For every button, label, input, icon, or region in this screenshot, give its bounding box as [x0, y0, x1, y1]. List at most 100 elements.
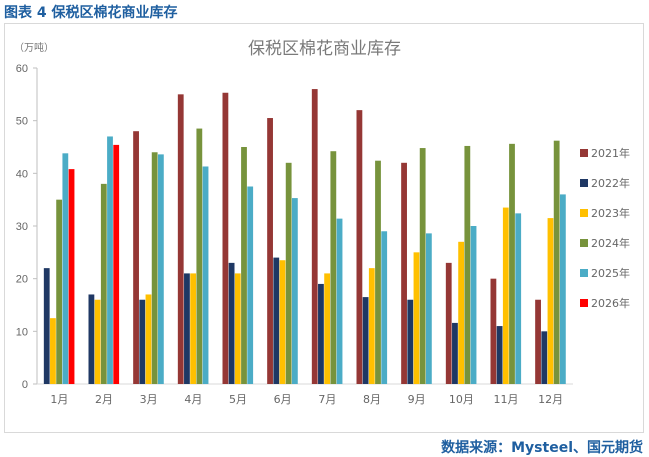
x-tick-label: 9月 — [408, 393, 426, 406]
x-tick-label: 5月 — [229, 393, 247, 406]
bar — [241, 147, 247, 384]
bar — [318, 283, 324, 384]
bar — [311, 89, 318, 385]
x-tick-label: 1月 — [50, 393, 68, 406]
bar — [145, 294, 152, 384]
legend-item: 2024年 — [580, 228, 630, 258]
bar — [553, 140, 560, 384]
bar — [496, 326, 503, 384]
legend-swatch — [580, 299, 588, 307]
x-tick-label: 4月 — [184, 393, 202, 406]
legend-swatch — [580, 209, 588, 217]
legend-swatch — [580, 269, 588, 277]
x-tick-label: 11月 — [494, 393, 519, 406]
chart-title: 保税区棉花商业库存 — [248, 39, 401, 59]
x-tick-label: 12月 — [538, 393, 563, 406]
y-tick-label: 60 — [16, 63, 28, 75]
bar — [88, 294, 95, 384]
bar — [452, 322, 458, 384]
x-tick-label: 10月 — [449, 393, 474, 406]
legend-item: 2023年 — [580, 198, 630, 228]
bar — [413, 252, 420, 384]
legend-item: 2026年 — [580, 288, 630, 318]
bar — [279, 260, 286, 384]
bar — [157, 154, 164, 384]
bar — [464, 145, 471, 384]
figure-label: 图表 4 保税区棉花商业库存 — [4, 5, 178, 21]
bar — [56, 199, 63, 384]
legend-item: 2025年 — [580, 258, 630, 288]
legend: 2021年 2022年 2023年 2024年 2025年 2026年 — [580, 138, 630, 318]
bar — [362, 297, 369, 384]
bar — [502, 207, 509, 384]
bar — [425, 233, 432, 384]
bar — [515, 213, 522, 384]
bar — [62, 153, 69, 384]
bar — [113, 144, 120, 384]
bar — [324, 273, 331, 384]
bar — [151, 152, 158, 384]
bar — [133, 131, 139, 384]
bar — [228, 262, 235, 384]
bar — [68, 169, 75, 384]
bar — [458, 241, 465, 384]
y-tick-label: 30 — [16, 221, 28, 233]
legend-label: 2023年 — [591, 207, 630, 220]
bar — [541, 331, 548, 384]
bar — [273, 257, 280, 384]
bar — [190, 273, 197, 384]
bar — [559, 194, 566, 384]
bar — [330, 151, 337, 384]
bar — [356, 110, 363, 384]
bar — [267, 118, 273, 385]
y-tick-label: 20 — [16, 274, 28, 286]
legend-label: 2026年 — [591, 297, 630, 310]
bar — [470, 226, 477, 384]
legend-swatch — [580, 179, 588, 187]
legend-swatch — [580, 149, 588, 157]
x-tick-label: 3月 — [140, 393, 158, 406]
legend-label: 2022年 — [591, 177, 630, 190]
bar — [368, 268, 375, 384]
x-tick-label: 2月 — [95, 393, 113, 406]
bar — [381, 231, 388, 384]
bar — [336, 218, 343, 384]
bar — [196, 128, 203, 384]
x-tick-label: 6月 — [274, 393, 292, 406]
bar — [291, 198, 298, 384]
bar — [535, 299, 541, 384]
bar — [247, 186, 254, 384]
bar — [547, 218, 554, 384]
bar — [50, 318, 56, 384]
y-axis-unit: （万吨） — [14, 43, 54, 54]
bar — [94, 299, 101, 384]
bar — [222, 92, 229, 385]
y-tick-label: 0 — [22, 379, 28, 391]
bar — [285, 162, 292, 384]
bar — [509, 143, 515, 384]
legend-item: 2021年 — [580, 138, 630, 168]
bar — [419, 148, 426, 384]
legend-label: 2024年 — [591, 237, 630, 250]
bar — [100, 183, 107, 384]
bar — [177, 94, 184, 384]
legend-label: 2021年 — [591, 147, 630, 160]
bar — [43, 268, 50, 384]
legend-swatch — [580, 239, 588, 247]
x-tick-label: 7月 — [318, 393, 336, 406]
bar — [107, 136, 113, 384]
data-source: 数据来源：Mysteel、国元期货 — [441, 440, 643, 456]
bar — [407, 299, 414, 384]
bar — [139, 299, 146, 384]
bar — [401, 162, 407, 384]
y-tick-label: 10 — [16, 326, 28, 338]
bar — [184, 273, 190, 384]
legend-label: 2025年 — [591, 267, 630, 280]
bar — [234, 273, 241, 384]
bar — [445, 262, 452, 384]
y-tick-label: 50 — [16, 116, 28, 128]
bar — [202, 166, 209, 384]
bar — [490, 278, 497, 384]
x-tick-label: 8月 — [363, 393, 381, 406]
y-tick-label: 40 — [16, 168, 28, 180]
